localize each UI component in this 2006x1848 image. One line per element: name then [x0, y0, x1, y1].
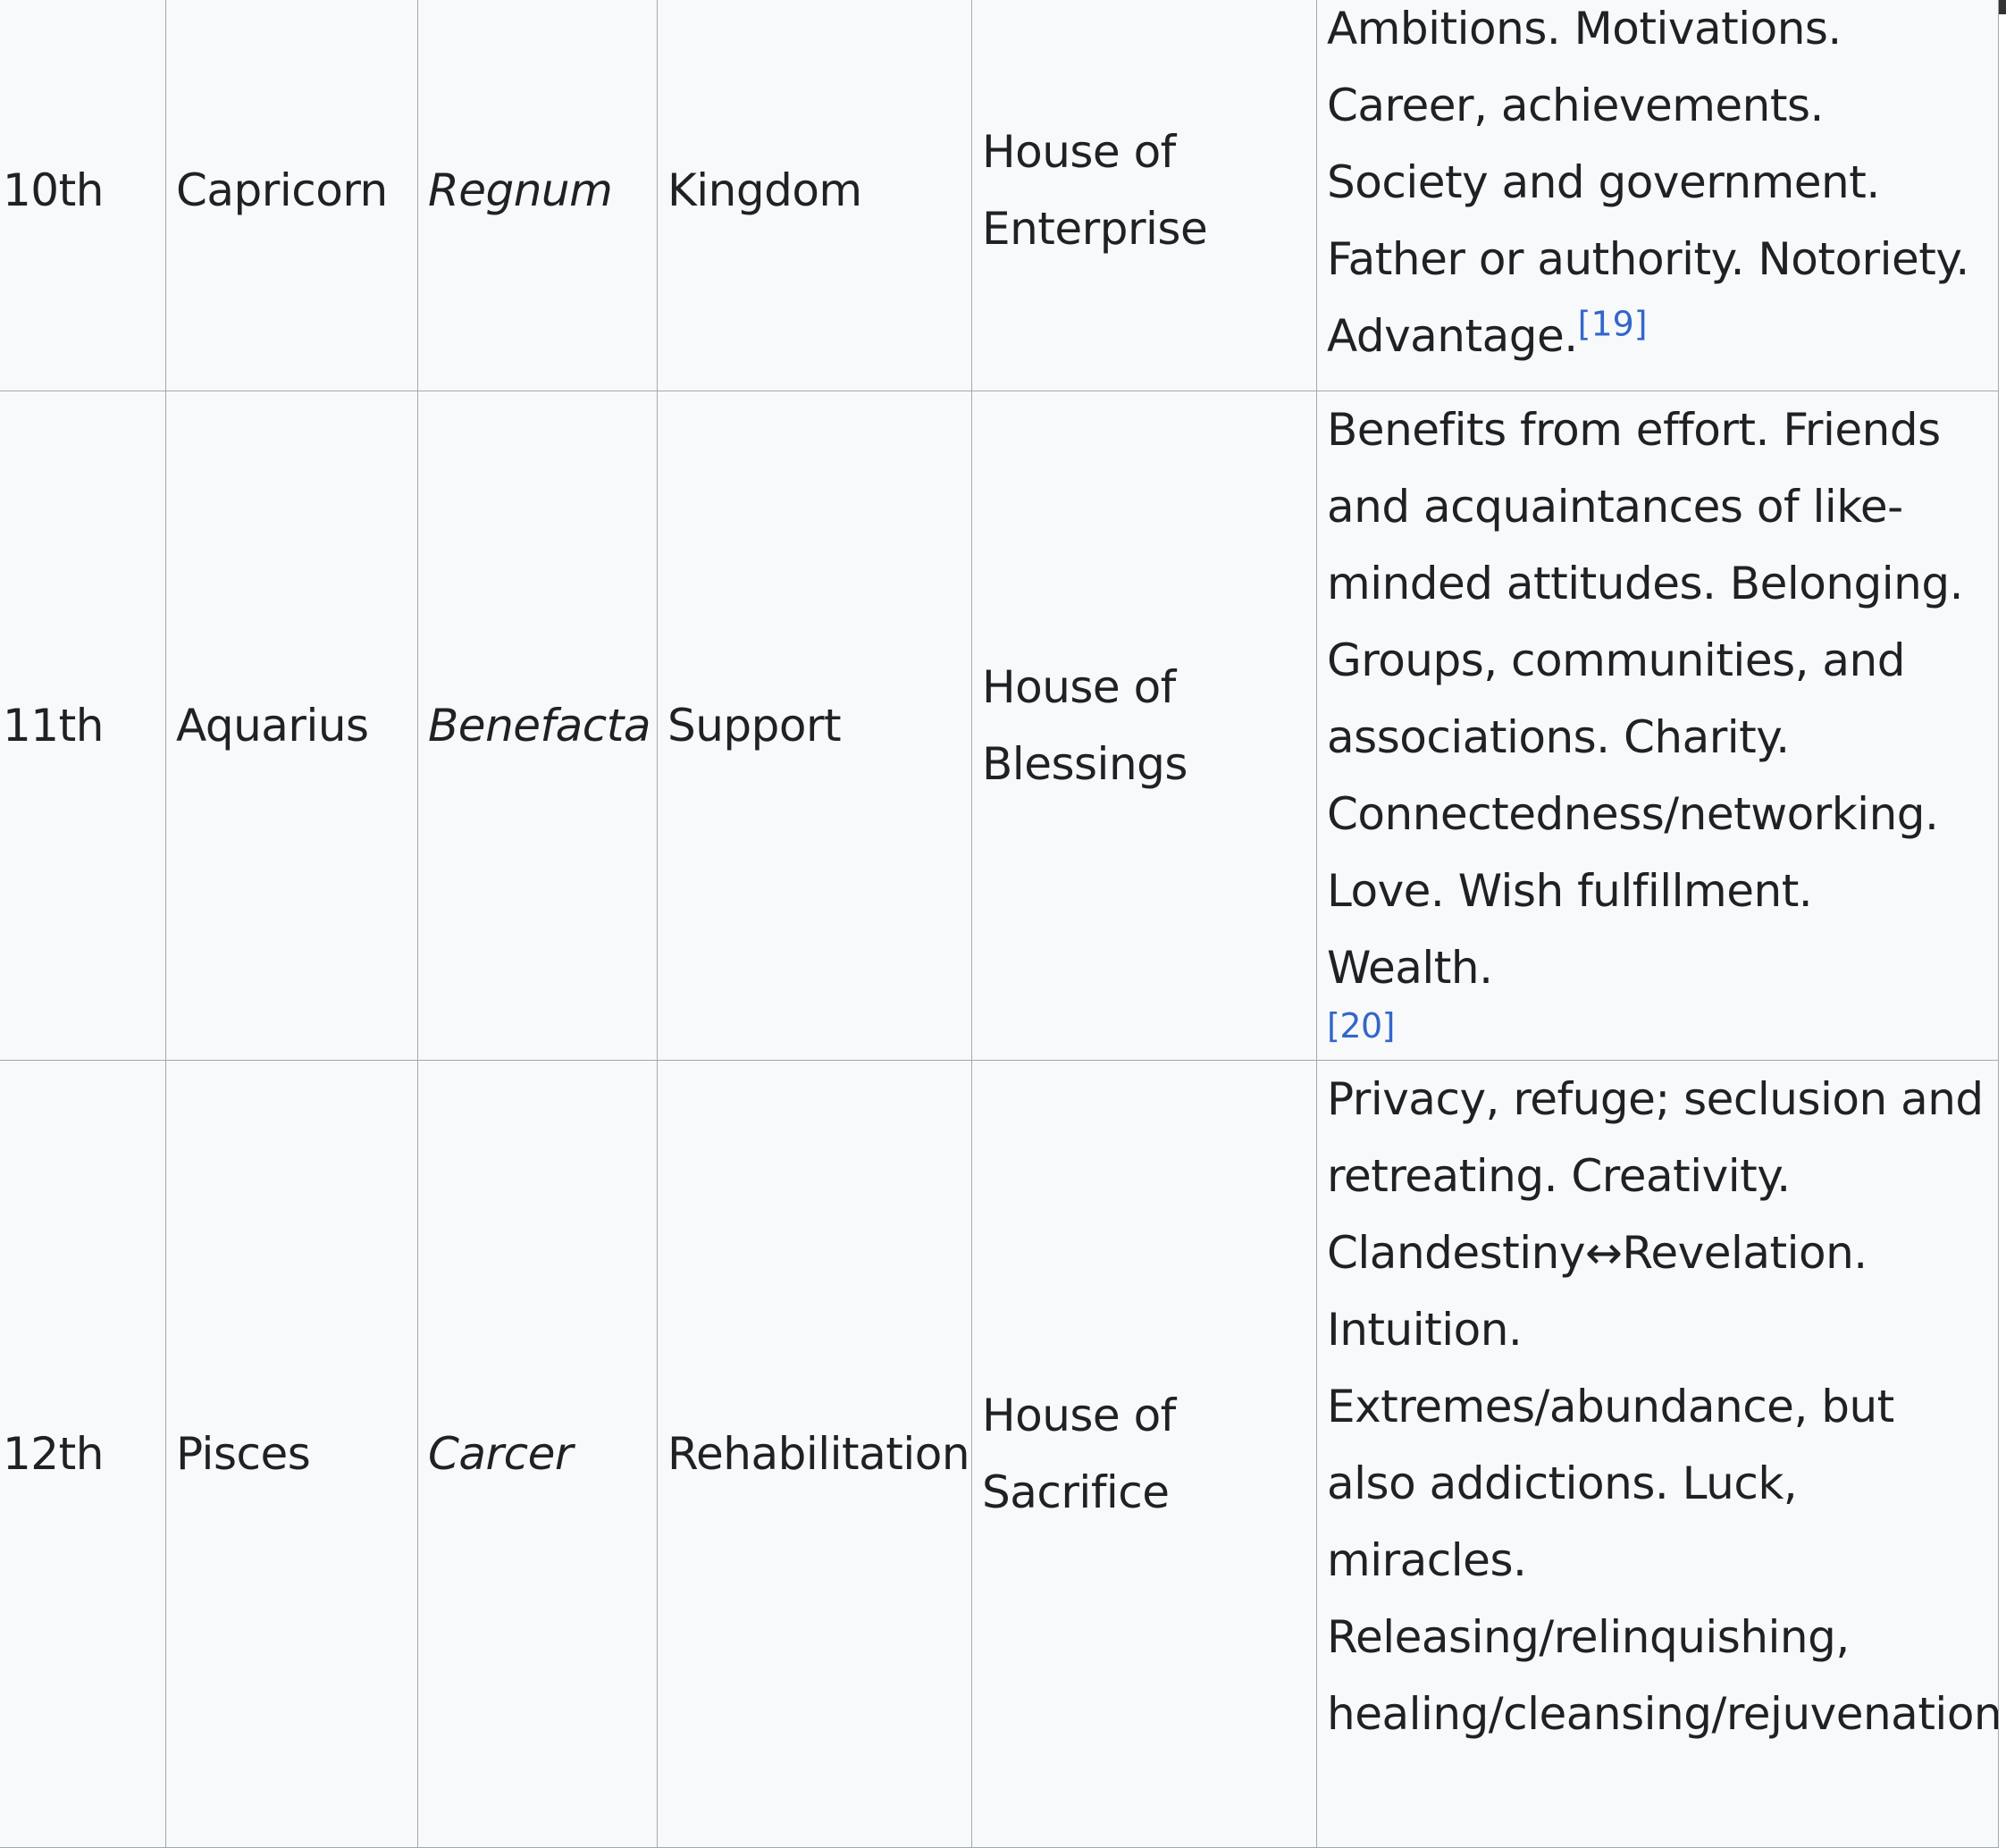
- sign-cell: Capricorn: [165, 0, 418, 391]
- latin-name-cell: Benefacta: [417, 391, 658, 1061]
- modern-title-cell: House of Blessings: [971, 391, 1317, 1061]
- latin-name-cell: Regnum: [417, 0, 658, 391]
- house-number-cell: 11th: [0, 391, 166, 1061]
- house-number-cell: 12th: [0, 1060, 166, 1848]
- house-number-cell: 10th: [0, 0, 166, 391]
- description-text: Privacy, refuge; seclusion and retreatin…: [1327, 1073, 1999, 1740]
- modern-title-cell: House of Enterprise: [971, 0, 1317, 391]
- table-row: 10th Capricorn Regnum Kingdom House of E…: [0, 0, 1999, 391]
- sign-cell: Aquarius: [165, 391, 418, 1061]
- description-text: Ambitions. Motivations. Career, achievem…: [1327, 3, 1969, 362]
- reference-link[interactable]: [19]: [1577, 304, 1648, 344]
- description-text: Benefits from effort. Friends and acquai…: [1327, 404, 1963, 994]
- table-row: 12th Pisces Carcer Rehabilitation House …: [0, 1060, 1999, 1848]
- translation-cell: Support: [657, 391, 972, 1061]
- translation-cell: Rehabilitation: [657, 1060, 972, 1848]
- table-row: 11th Aquarius Benefacta Support House of…: [0, 391, 1999, 1061]
- description-cell: Privacy, refuge; seclusion and retreatin…: [1316, 1060, 1999, 1848]
- latin-name-cell: Carcer: [417, 1060, 658, 1848]
- modern-title-cell: House of Sacrifice: [971, 1060, 1317, 1848]
- description-cell: Benefits from effort. Friends and acquai…: [1316, 391, 1999, 1061]
- description-cell: Ambitions. Motivations. Career, achievem…: [1316, 0, 1999, 391]
- translation-cell: Kingdom: [657, 0, 972, 391]
- sign-cell: Pisces: [165, 1060, 418, 1848]
- reference-link[interactable]: [20]: [1327, 1006, 1396, 1046]
